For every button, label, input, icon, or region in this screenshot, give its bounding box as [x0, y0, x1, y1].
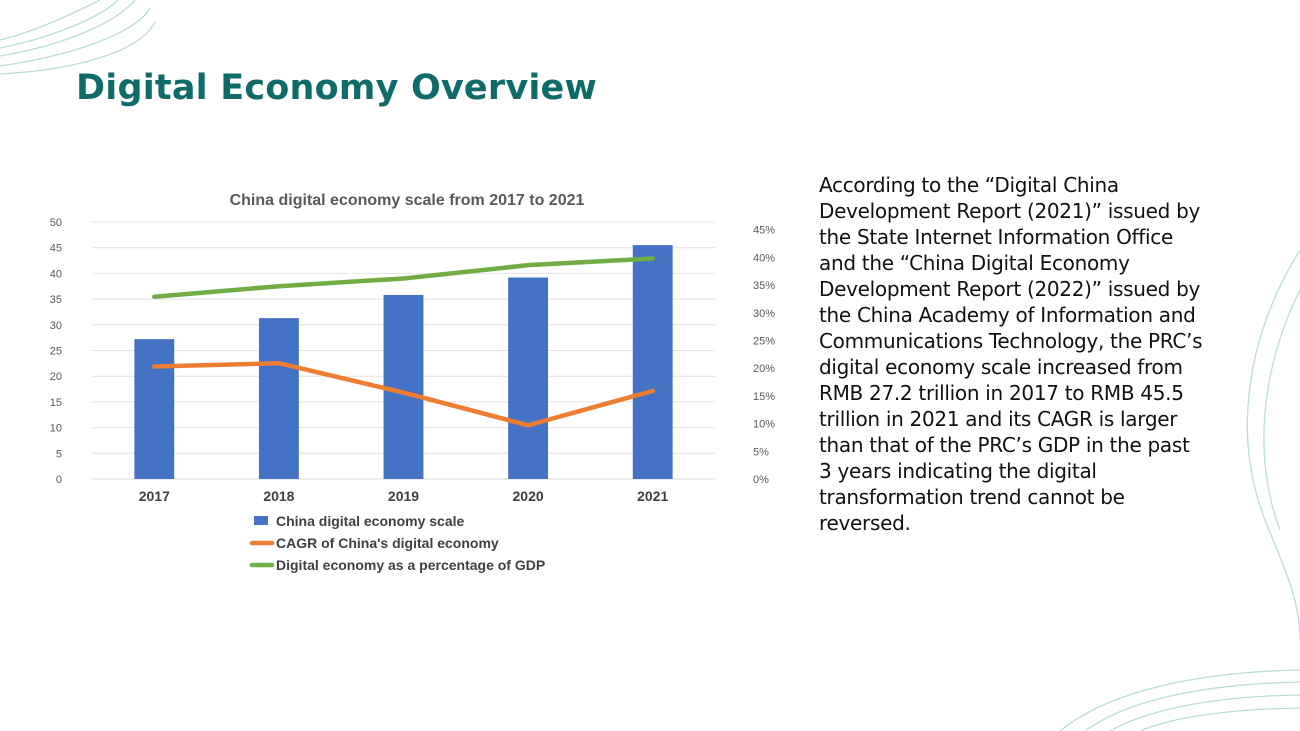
right-axis-tick-label: 40% [753, 252, 775, 264]
legend-swatch [254, 516, 268, 525]
chart-canvas: China digital economy scale from 2017 to… [50, 192, 775, 573]
left-axis-tick-label: 0 [56, 474, 62, 486]
legend-label: CAGR of China's digital economy [276, 535, 499, 551]
left-axis-tick-label: 35 [50, 294, 62, 306]
right-axis-tick-label: 5% [753, 446, 769, 458]
line-series [152, 256, 655, 428]
body-paragraph: According to the “Digital China Developm… [819, 173, 1203, 535]
x-axis-tick-label: 2021 [637, 488, 668, 504]
left-axis-tick-label: 15 [50, 397, 62, 409]
legend-label: Digital economy as a percentage of GDP [276, 557, 545, 573]
chart-legend: China digital economy scale CAGR of China… [249, 513, 545, 573]
right-axis-tick-label: 35% [753, 280, 775, 292]
bar [632, 245, 673, 479]
right-axis-tick-label: 20% [753, 363, 775, 375]
left-axis-tick-label: 20 [50, 371, 62, 383]
left-axis-tick-label: 10 [50, 423, 62, 435]
left-axis-ticks: 0 5 10 15 20 25 30 35 40 45 50 [50, 217, 62, 486]
cagr-line [152, 360, 655, 428]
x-axis-tick-label: 2017 [139, 488, 170, 504]
right-axis-tick-label: 0% [753, 474, 769, 486]
bar [134, 339, 175, 479]
x-axis-tick-label: 2018 [263, 488, 294, 504]
x-axis-tick-label: 2019 [388, 488, 419, 504]
right-axis-tick-label: 30% [753, 308, 775, 320]
right-axis-tick-label: 25% [753, 336, 775, 348]
left-axis-tick-label: 30 [50, 320, 62, 332]
left-axis-tick-label: 5 [56, 448, 62, 460]
slide-title: Digital Economy Overview [76, 68, 598, 108]
left-axis-tick-label: 40 [50, 268, 62, 280]
x-axis-tick-label: 2020 [513, 488, 544, 504]
gdp-share-line [152, 256, 655, 299]
right-axis-tick-label: 15% [753, 391, 775, 403]
bar [383, 294, 424, 479]
left-axis-tick-label: 50 [50, 217, 62, 229]
right-axis-ticks: 0% 5% 10% 15% 20% 25% 30% 35% 40% 45% [753, 225, 775, 486]
combo-chart: China digital economy scale from 2017 to… [40, 180, 780, 590]
x-axis-ticks: 2017 2018 2019 2020 2021 [139, 488, 669, 504]
right-axis-tick-label: 45% [753, 225, 775, 237]
left-axis-tick-label: 45 [50, 243, 62, 255]
bar [508, 277, 549, 479]
bar [258, 318, 299, 479]
chart-title: China digital economy scale from 2017 to… [230, 192, 585, 209]
legend-label: China digital economy scale [276, 513, 464, 529]
left-axis-tick-label: 25 [50, 346, 62, 358]
right-axis-tick-label: 10% [753, 419, 775, 431]
bar-series [134, 245, 673, 479]
